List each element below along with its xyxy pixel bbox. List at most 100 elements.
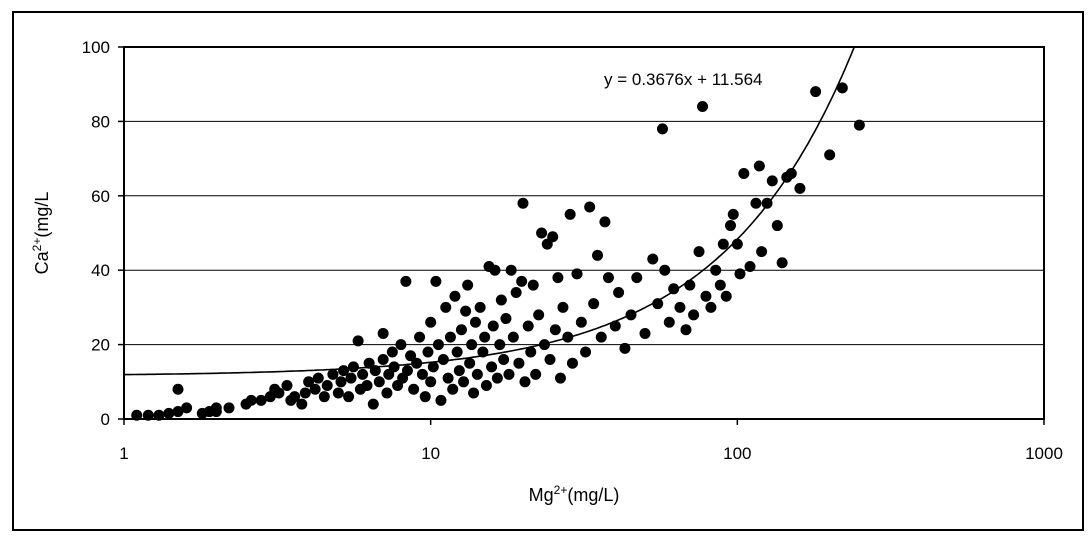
- data-point: [318, 391, 330, 403]
- x-tick-label: 1000: [1025, 444, 1063, 463]
- data-point: [401, 365, 413, 377]
- data-point: [408, 383, 420, 395]
- gridlines: [124, 120, 1044, 346]
- data-point: [656, 123, 668, 135]
- data-point: [725, 220, 737, 232]
- data-point: [536, 227, 548, 239]
- data-point: [714, 279, 726, 291]
- data-point: [554, 372, 566, 384]
- data-point: [494, 339, 506, 351]
- data-point: [486, 361, 498, 373]
- data-point: [131, 409, 143, 421]
- data-point: [373, 376, 385, 388]
- y-tick-label: 40: [91, 261, 110, 280]
- data-point: [652, 298, 664, 310]
- y-tick-label: 80: [91, 112, 110, 131]
- y-tick-label: 0: [101, 410, 110, 429]
- trendline: [124, 46, 856, 376]
- data-point: [517, 197, 529, 209]
- scatter-chart: y = 0.3676x + 11.564 0 20 40 60 80 100 1 10 100…: [30, 38, 1063, 505]
- data-point: [414, 331, 426, 343]
- data-point: [647, 253, 659, 265]
- data-point: [500, 313, 512, 325]
- data-point: [289, 391, 301, 403]
- data-point: [756, 246, 768, 258]
- data-point: [388, 361, 400, 373]
- data-point: [332, 387, 344, 399]
- data-point: [299, 387, 311, 399]
- data-point: [312, 372, 324, 384]
- data-point: [533, 309, 545, 321]
- data-point: [163, 407, 175, 419]
- data-point: [425, 316, 437, 328]
- data-point: [507, 331, 519, 343]
- data-point: [619, 342, 631, 354]
- data-point: [442, 372, 454, 384]
- data-point: [453, 365, 465, 377]
- data-point: [547, 231, 559, 243]
- data-point: [245, 394, 257, 406]
- data-point: [469, 316, 481, 328]
- y-axis-title: Ca2+(mg/L: [30, 192, 52, 275]
- data-point: [498, 353, 510, 365]
- data-point: [462, 279, 474, 291]
- data-point: [142, 409, 154, 421]
- data-point: [347, 361, 359, 373]
- data-point: [338, 365, 350, 377]
- data-point: [210, 402, 222, 414]
- data-point: [303, 376, 315, 388]
- data-point: [599, 216, 611, 228]
- data-point: [449, 290, 461, 302]
- data-point: [400, 275, 412, 287]
- data-point: [321, 380, 333, 392]
- data-point: [549, 324, 561, 336]
- data-point: [464, 357, 476, 369]
- data-point: [810, 86, 822, 98]
- data-point: [750, 197, 762, 209]
- data-point: [432, 339, 444, 351]
- data-point: [738, 167, 750, 179]
- data-point: [444, 331, 456, 343]
- data-point: [727, 208, 739, 220]
- data-point: [460, 305, 472, 317]
- data-point: [592, 249, 604, 261]
- trendline-equation: y = 0.3676x + 11.564: [604, 70, 762, 89]
- data-point: [386, 346, 398, 358]
- y-tick-label: 60: [91, 187, 110, 206]
- data-point: [734, 268, 746, 280]
- data-point: [281, 380, 293, 392]
- data-point: [674, 301, 686, 313]
- data-point: [495, 294, 507, 306]
- data-point: [631, 272, 643, 284]
- data-point: [437, 353, 449, 365]
- data-point: [564, 208, 576, 220]
- data-point: [474, 301, 486, 313]
- data-point: [172, 383, 184, 395]
- y-axis-ticks: 0 20 40 60 80 100: [82, 38, 124, 429]
- data-point: [505, 264, 517, 276]
- data-point: [377, 353, 389, 365]
- data-point: [223, 402, 235, 414]
- data-point: [602, 272, 614, 284]
- data-point: [595, 331, 607, 343]
- data-point: [296, 398, 308, 410]
- data-point: [557, 301, 569, 313]
- data-point: [455, 324, 467, 336]
- data-point: [491, 372, 503, 384]
- data-point: [700, 290, 712, 302]
- data-point: [544, 353, 556, 365]
- data-point: [273, 387, 285, 399]
- data-point: [327, 368, 339, 380]
- data-point: [688, 309, 700, 321]
- data-point: [575, 316, 587, 328]
- data-point: [680, 324, 692, 336]
- data-point: [422, 346, 434, 358]
- data-point: [853, 119, 865, 131]
- data-point: [458, 376, 470, 388]
- plot-area: [123, 46, 1045, 420]
- data-point: [525, 346, 537, 358]
- data-point: [753, 160, 765, 172]
- data-point: [352, 335, 364, 347]
- data-point: [435, 394, 447, 406]
- data-point: [519, 376, 531, 388]
